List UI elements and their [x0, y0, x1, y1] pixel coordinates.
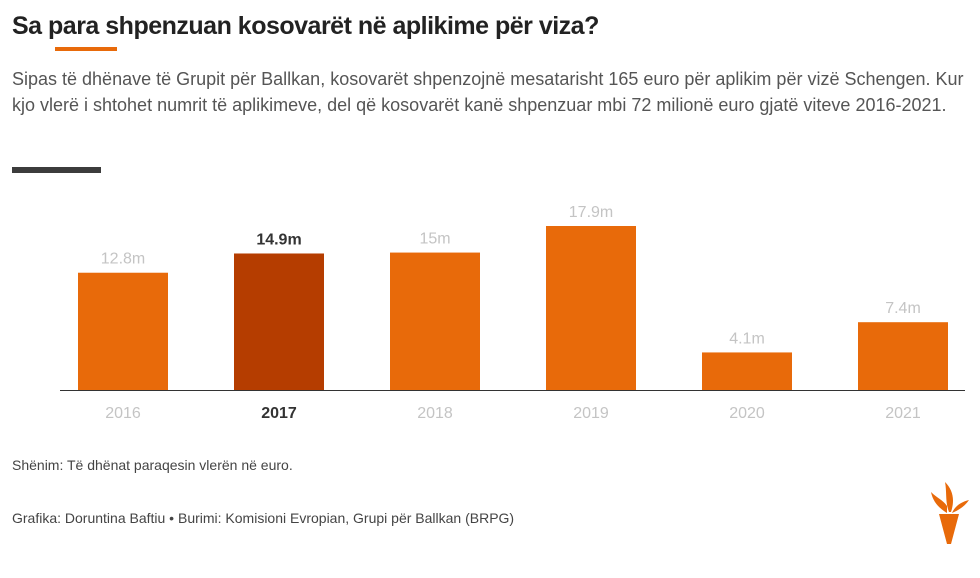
bar-2018: [390, 252, 480, 390]
title-accent-underline: [55, 47, 117, 51]
chart-title: Sa para shpenzuan kosovarët në aplikime …: [12, 12, 599, 40]
x-tick-label-2017: 2017: [261, 405, 297, 422]
value-label-2017: 14.9m: [256, 231, 301, 248]
bar-2016: [78, 272, 168, 390]
value-label-2020: 4.1m: [729, 330, 765, 347]
value-label-2019: 17.9m: [569, 204, 613, 221]
x-tick-label-2018: 2018: [417, 405, 453, 422]
bar-2017: [234, 253, 324, 390]
bar-2019: [546, 226, 636, 390]
bar-2021: [858, 322, 948, 390]
value-label-2016: 12.8m: [101, 251, 145, 268]
rfe-torch-logo-icon: [931, 482, 969, 544]
value-label-2018: 15m: [419, 231, 450, 248]
x-tick-label-2020: 2020: [729, 405, 765, 422]
divider: [12, 167, 101, 173]
bar-chart: 12.8m 2016 14.9m 2017 15m 2018 17.9m 2019 4.1m 20…: [60, 204, 965, 422]
x-tick-label-2016: 2016: [105, 405, 141, 422]
bar-2020: [702, 352, 792, 390]
chart-note: Shënim: Të dhënat paraqesin vlerën në eu…: [12, 457, 293, 473]
chart-credit: Grafika: Doruntina Baftiu • Burimi: Komi…: [12, 510, 515, 526]
chart-subtitle: Sipas të dhënave të Grupit për Ballkan, …: [12, 69, 964, 115]
x-tick-label-2019: 2019: [573, 405, 609, 422]
x-tick-label-2021: 2021: [885, 405, 921, 422]
value-label-2021: 7.4m: [885, 300, 921, 317]
